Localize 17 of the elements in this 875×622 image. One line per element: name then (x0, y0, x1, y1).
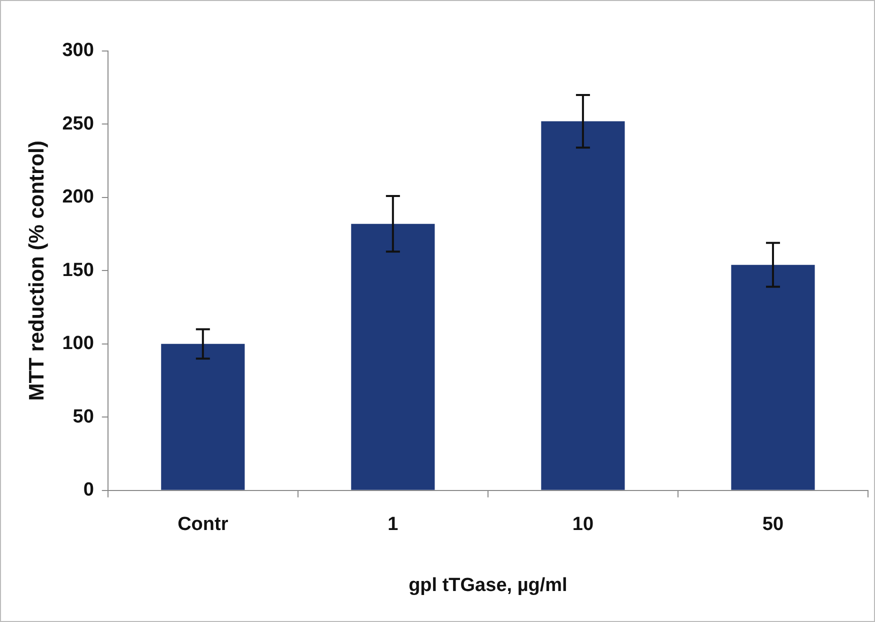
y-tick-label: 150 (62, 260, 94, 281)
bar (351, 224, 435, 490)
y-tick-label: 250 (62, 113, 94, 134)
x-tick-label: 1 (388, 514, 399, 536)
y-tick-label: 0 (83, 480, 94, 501)
y-tick-label: 50 (72, 406, 94, 428)
y-axis-title: MTT reduction (% control) (25, 140, 48, 401)
bar (731, 264, 815, 490)
x-axis-title: gpl tTGase, µg/ml (408, 574, 568, 596)
bar (161, 344, 245, 490)
x-tick-label: Contr (178, 514, 229, 536)
x-tick-label: 10 (572, 514, 594, 536)
y-tick-label: 300 (62, 40, 94, 62)
bar (541, 121, 625, 490)
x-tick-label: 50 (762, 514, 784, 536)
y-tick-label: 100 (62, 333, 94, 354)
y-tick-label: 200 (62, 186, 94, 208)
